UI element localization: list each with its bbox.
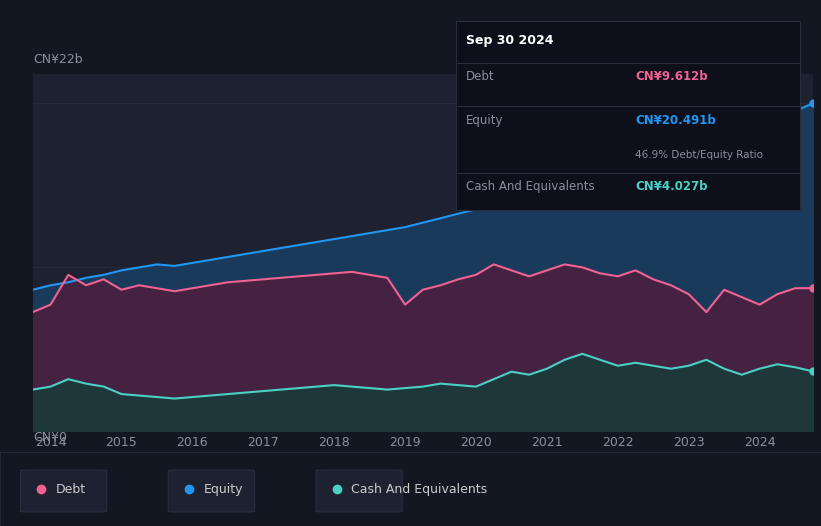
Text: CN¥9.612b: CN¥9.612b: [635, 70, 708, 83]
Text: CN¥4.027b: CN¥4.027b: [635, 180, 708, 193]
Text: CN¥22b: CN¥22b: [33, 54, 82, 66]
Text: Debt: Debt: [56, 483, 86, 495]
Text: CN¥20.491b: CN¥20.491b: [635, 114, 716, 127]
Text: Equity: Equity: [204, 483, 243, 495]
FancyBboxPatch shape: [316, 470, 402, 512]
FancyBboxPatch shape: [168, 470, 255, 512]
Text: Equity: Equity: [466, 114, 503, 127]
Text: CN¥0: CN¥0: [33, 431, 67, 444]
Text: Sep 30 2024: Sep 30 2024: [466, 34, 553, 47]
Text: 46.9% Debt/Equity Ratio: 46.9% Debt/Equity Ratio: [635, 150, 763, 160]
Text: Cash And Equivalents: Cash And Equivalents: [351, 483, 488, 495]
FancyBboxPatch shape: [21, 470, 107, 512]
Text: Debt: Debt: [466, 70, 494, 83]
Text: Cash And Equivalents: Cash And Equivalents: [466, 180, 594, 193]
